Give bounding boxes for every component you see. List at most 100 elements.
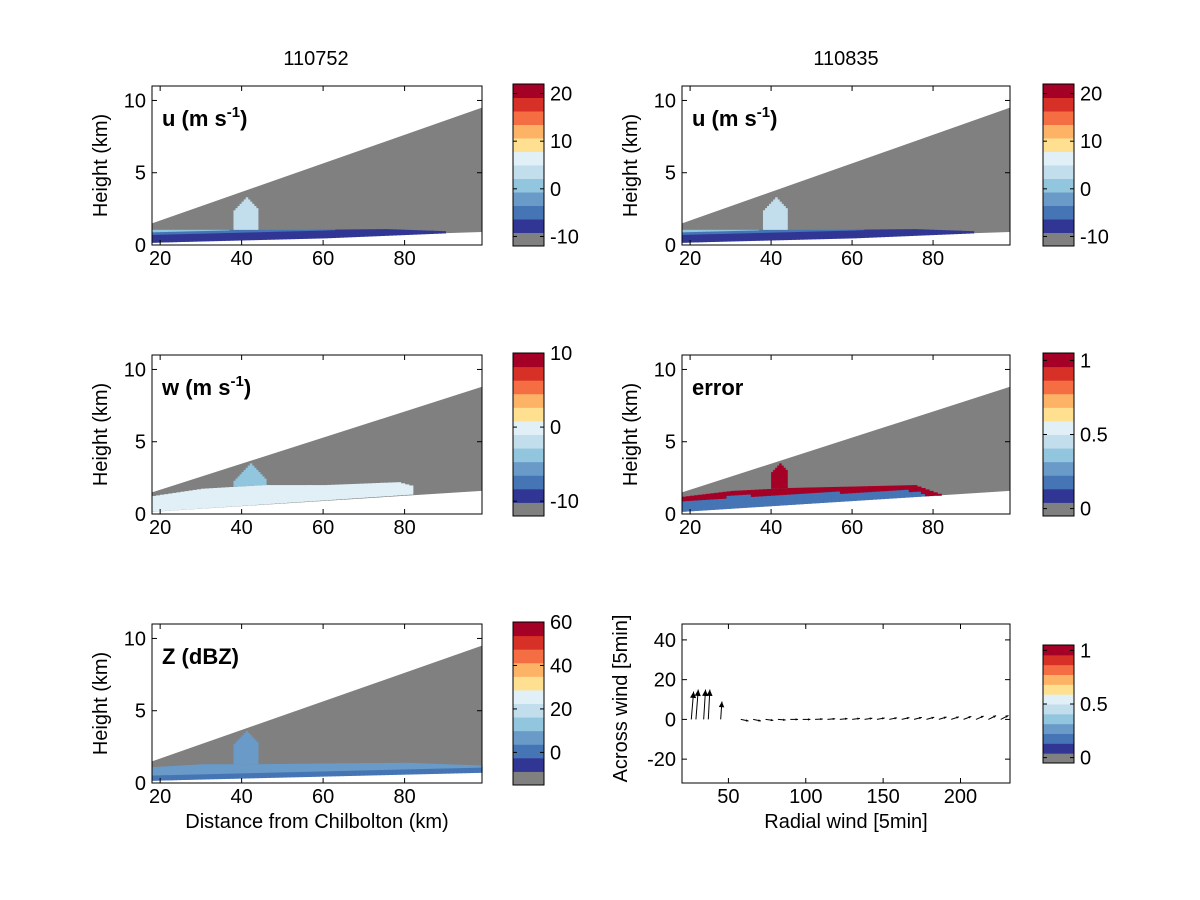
data-cell [152,767,157,771]
data-cell [359,764,365,768]
data-cell [176,496,182,500]
data-cell [306,490,312,494]
data-cell [904,485,910,488]
data-cell [164,494,169,496]
data-cell [180,776,186,781]
data-cell [690,497,695,501]
data-cell [335,773,341,777]
plume-cell [245,467,249,487]
data-cell [839,488,845,492]
data-cell [233,487,239,491]
data-cell [200,776,206,780]
data-cell [742,499,748,503]
colorbar-swatch [1043,654,1074,666]
data-cell [392,229,398,231]
colorbar-swatch [1043,97,1074,112]
data-cell [351,763,357,766]
data-cell [351,767,357,771]
data-cell [331,486,336,490]
data-cell [880,485,886,489]
colorbar-swatch [513,393,544,408]
data-cell [209,768,214,772]
data-cell [750,498,756,503]
data-cell [347,490,353,494]
data-cell [290,235,296,240]
data-cell [686,234,691,238]
data-cell [306,498,312,502]
data-cell [892,489,898,494]
data-cell [734,490,740,493]
scan-wedge [152,107,482,243]
plume-cell [239,737,243,765]
data-cell [920,488,926,492]
panel-label-main: w (m s [161,375,230,400]
data-cell [302,233,308,237]
data-cell [803,490,809,494]
data-cell [200,502,206,506]
x-tick-label: 80 [922,517,944,539]
data-cell [473,765,479,768]
wind-vector-head [820,717,823,721]
data-cell [327,496,332,501]
data-cell [241,764,247,769]
data-cell [718,495,724,499]
y-axis-label: Height (km) [90,383,112,486]
data-cell [343,767,349,771]
plume-cell [253,205,257,230]
data-cell [714,238,720,242]
data-cell [209,229,214,231]
data-cell [213,499,218,503]
x-tick-label: 40 [760,517,782,539]
data-cell [323,770,328,774]
data-cell [286,489,292,493]
data-cell [815,497,821,501]
data-cell [380,772,385,776]
data-cell [795,501,801,505]
x-tick-label: 80 [393,786,415,808]
data-cell [249,231,255,236]
panel-label-end: ) [244,375,251,400]
colorbar-swatch [1043,723,1074,734]
colorbar-swatch [1043,205,1074,220]
plume-cell [785,208,788,230]
data-cell [742,494,748,498]
data-cell [424,768,430,772]
data-cell [335,232,341,236]
data-cell [245,499,251,503]
data-cell [160,494,165,499]
data-cell [290,230,296,234]
data-cell [184,238,190,242]
data-cell [787,487,792,490]
data-cell [294,493,300,498]
data-cell [367,233,373,237]
data-cell [807,231,813,235]
data-cell [404,491,410,495]
data-cell [359,769,365,774]
data-cell [754,503,760,508]
data-cell [282,497,288,501]
data-cell [335,765,341,769]
data-cell [229,773,235,777]
data-cell [331,234,336,239]
data-cell [908,486,914,490]
data-cell [429,763,434,767]
data-cell [294,499,300,503]
data-cell [172,507,178,511]
data-cell [908,494,914,498]
data-cell [343,772,349,777]
data-cell [213,504,218,508]
data-cell [192,492,198,496]
data-cell [262,772,267,776]
data-cell [690,239,695,243]
data-cell [184,776,190,780]
data-cell [339,485,345,489]
data-cell [694,239,699,243]
data-cell [420,230,426,232]
data-cell [180,233,186,237]
data-cell [388,484,393,489]
data-cell [900,486,906,491]
data-cell [221,496,226,500]
data-cell [461,770,467,774]
data-cell [262,490,267,494]
data-cell [331,765,336,769]
